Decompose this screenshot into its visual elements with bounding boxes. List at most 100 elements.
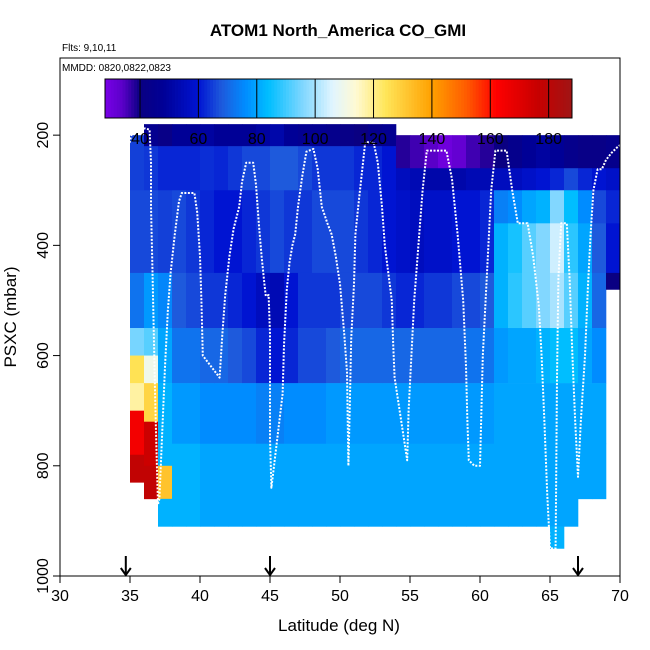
colorbar-swatch (323, 79, 328, 118)
heatmap-cell (172, 272, 187, 329)
heatmap-cell (396, 443, 411, 527)
heatmap-cell (354, 328, 369, 384)
colorbar-swatch (175, 79, 179, 118)
heatmap-cell (228, 328, 243, 384)
heatmap-cell (480, 328, 495, 384)
colorbar-swatch (411, 79, 415, 118)
heatmap-cell (284, 146, 299, 191)
heatmap-cell (186, 190, 201, 274)
heatmap-cell (508, 135, 523, 169)
heatmap-cell (494, 223, 509, 274)
colorbar-swatch (248, 79, 252, 118)
heatmap-cell (200, 443, 215, 527)
colorbar-swatch (405, 79, 409, 118)
heatmap-cell (354, 443, 369, 527)
latitude-markers (119, 556, 584, 577)
colorbar-tick-label: 180 (535, 131, 562, 148)
heatmap-cell (284, 328, 299, 384)
heatmap-cell (312, 383, 327, 445)
heatmap-cell (550, 190, 565, 224)
heatmap-cell (452, 443, 467, 527)
heatmap-cell (256, 272, 271, 329)
heatmap-cell (592, 223, 607, 274)
heatmap-cell (564, 135, 579, 169)
heatmap-cell (298, 124, 313, 147)
heatmap-cell (396, 328, 411, 384)
colorbar-swatch (177, 79, 182, 118)
heatmap-cell (312, 328, 327, 384)
colorbar-swatch (280, 79, 284, 118)
colorbar-swatch (510, 79, 515, 118)
colorbar-swatch (525, 79, 529, 118)
colorbar-swatch (522, 79, 526, 118)
heatmap-cell (186, 272, 201, 329)
flight-track-line (117, 127, 621, 550)
colorbar-swatch (335, 79, 339, 118)
heatmap-cell (242, 146, 257, 191)
colorbar-swatch (224, 79, 228, 118)
heatmap-cell (200, 190, 215, 274)
colorbar-swatch (320, 79, 325, 118)
heatmap-cell (522, 443, 537, 527)
heatmap-cell (158, 190, 173, 274)
heatmap-cell (158, 146, 173, 191)
heatmap-cell (494, 328, 509, 384)
colorbar-swatch (434, 79, 439, 118)
heatmap-cell (410, 383, 425, 445)
colorbar-swatch (271, 79, 275, 118)
heatmap-cell (326, 383, 341, 445)
heatmap-cell (396, 272, 411, 329)
x-tick-label: 30 (51, 588, 69, 605)
heatmap-cell (144, 383, 159, 422)
heatmap-cell (494, 135, 509, 169)
heatmap-cell (228, 124, 243, 147)
colorbar-swatch (399, 79, 404, 118)
heatmap-cell (270, 383, 285, 445)
heatmap-cell (298, 190, 313, 274)
heatmap-cell (340, 443, 355, 527)
heatmap-cell (144, 272, 159, 329)
heatmap-cell (452, 168, 467, 191)
heatmap-cell (508, 443, 523, 527)
colorbar-swatch (233, 79, 237, 118)
colorbar-swatch (195, 79, 199, 118)
heatmap-cell (522, 272, 537, 329)
heatmap-cell (130, 410, 145, 456)
heatmap-cell (494, 383, 509, 445)
heatmap-cell (382, 146, 397, 191)
colorbar-swatch (557, 79, 561, 118)
down-arrow-icon (119, 556, 132, 577)
heatmap-cell (480, 383, 495, 445)
heatmap-cell (368, 328, 383, 384)
heatmap-cell (144, 146, 159, 191)
heatmap-cell (172, 383, 187, 445)
colorbar-swatch (253, 79, 258, 118)
chart-title: ATOM1 North_America CO_GMI (210, 21, 466, 40)
colorbar-swatch (484, 79, 488, 118)
colorbar-swatch (169, 79, 173, 118)
x-tick-label: 55 (401, 588, 419, 605)
colorbar-swatch (326, 79, 331, 118)
heatmap-cell (256, 124, 271, 147)
colorbar-tick-label: 100 (302, 131, 329, 148)
heatmap-cell (494, 190, 509, 224)
heatmap-cell (480, 272, 495, 329)
x-tick-label: 40 (191, 588, 209, 605)
heatmap-cell (424, 135, 439, 169)
colorbar-swatch (536, 79, 541, 118)
colorbar-swatch (201, 79, 205, 118)
colorbar-swatch (300, 79, 304, 118)
heatmap-cell (438, 190, 453, 274)
heatmap-cell (200, 146, 215, 191)
heatmap-cell (340, 124, 355, 147)
heatmap-cell (256, 443, 271, 527)
heatmap-cell (564, 383, 579, 445)
heatmap-cell (172, 124, 187, 147)
x-axis: 30 35 40 45 50 55 60 65 70 (51, 576, 629, 605)
x-tick-label: 65 (541, 588, 559, 605)
heatmap-cell (508, 168, 523, 191)
colorbar-swatch (166, 79, 170, 118)
heatmap-cell (424, 328, 439, 384)
colorbar-swatch (542, 79, 547, 118)
